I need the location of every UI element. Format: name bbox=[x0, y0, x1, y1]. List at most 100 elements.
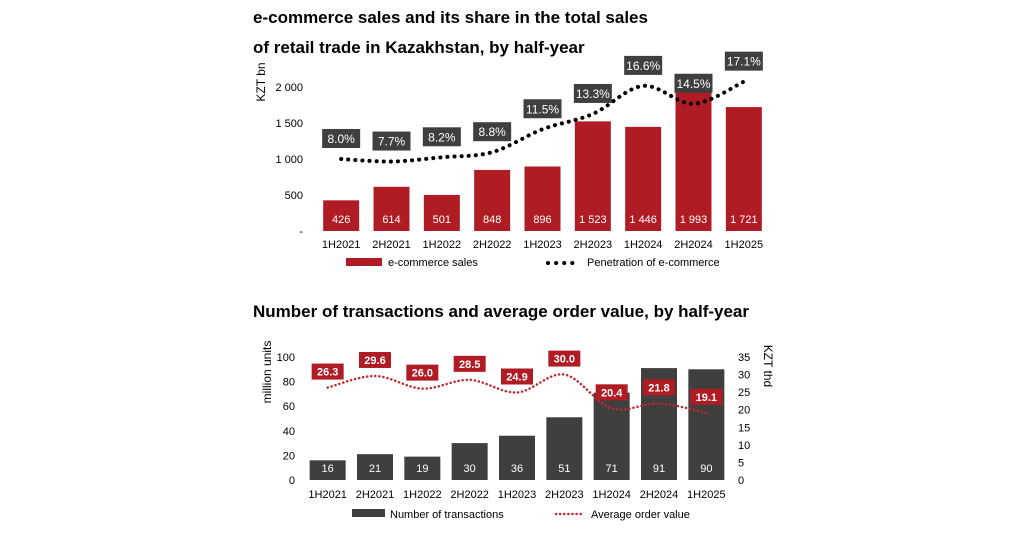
sales-bar bbox=[323, 200, 360, 231]
transactions-bar-label: 91 bbox=[653, 463, 665, 475]
penetration-label: 14.5% bbox=[676, 77, 710, 91]
transactions-bar-label: 16 bbox=[322, 463, 334, 475]
aov-label-box bbox=[501, 368, 533, 385]
aov-label: 30.0 bbox=[554, 354, 575, 366]
aov-label-box bbox=[595, 384, 628, 401]
chart1-y-tick-label: - bbox=[299, 226, 303, 238]
legend-penetration-label: Penetration of e-commerce bbox=[587, 257, 720, 269]
penetration-label: 8.8% bbox=[478, 125, 506, 139]
aov-label: 20.4 bbox=[601, 387, 623, 399]
aov-label: 26.0 bbox=[412, 368, 433, 380]
chart2-y-right-tick-label: 5 bbox=[738, 457, 744, 469]
chart2-x-tick-label: 1H2023 bbox=[498, 489, 537, 501]
chart2-y-left-tick-label: 100 bbox=[277, 352, 295, 364]
penetration-label-box bbox=[473, 122, 512, 142]
chart2-y-right-tick-label: 20 bbox=[738, 405, 750, 417]
sales-bar bbox=[524, 166, 561, 231]
chart2-y-right-tick-label: 35 bbox=[738, 352, 750, 364]
aov-line bbox=[326, 373, 708, 415]
chart1-y-tick-label: 1 000 bbox=[275, 154, 303, 166]
penetration-label: 8.2% bbox=[428, 130, 456, 144]
chart1-y-tick-label: 2 000 bbox=[275, 82, 303, 94]
chart2-x-tick-label: 2H2022 bbox=[450, 489, 489, 501]
chart1-x-tick-label: 1H2025 bbox=[725, 239, 764, 251]
chart2-y-left-title: million units bbox=[260, 341, 274, 404]
chart2-y-left-tick-label: 20 bbox=[283, 450, 295, 462]
transactions-bar-label: 30 bbox=[464, 463, 476, 475]
aov-label: 24.9 bbox=[506, 371, 527, 383]
sales-bar bbox=[474, 169, 511, 231]
chart1-x-tick-label: 1H2022 bbox=[423, 239, 462, 251]
chart2-y-right-tick-label: 15 bbox=[738, 422, 750, 434]
chart1-y-tick-label: 500 bbox=[285, 190, 303, 202]
sales-bar-label: 1 446 bbox=[629, 214, 657, 226]
sales-bar-label: 426 bbox=[332, 214, 350, 226]
penetration-label: 8.0% bbox=[327, 132, 355, 146]
aov-label-box bbox=[453, 355, 486, 372]
sales-bar bbox=[675, 87, 712, 231]
transactions-bar bbox=[451, 443, 488, 480]
penetration-label: 13.3% bbox=[576, 87, 610, 101]
aov-label: 26.3 bbox=[317, 367, 338, 379]
transactions-bar-label: 71 bbox=[606, 463, 618, 475]
chart2-x-tick-label: 1H2021 bbox=[308, 489, 347, 501]
sales-bar-label: 614 bbox=[382, 214, 400, 226]
transactions-bar bbox=[688, 369, 725, 480]
aov-label: 21.8 bbox=[648, 382, 669, 394]
chart1-y-tick-label: 1 500 bbox=[275, 118, 303, 130]
aov-label: 28.5 bbox=[459, 359, 480, 371]
chart2-y-right-tick-label: 0 bbox=[738, 475, 744, 487]
sales-penetration-chart: KZT bn - 500 1 000 1 500 2 000 426 614 501 848 896… bbox=[254, 51, 764, 269]
sales-bar-label: 848 bbox=[483, 214, 501, 226]
chart1-x-tick-label: 2H2021 bbox=[372, 239, 411, 251]
aov-label-box bbox=[406, 364, 439, 381]
legend-aov-label: Average order value bbox=[591, 509, 690, 521]
chart1-x-tick-label: 1H2021 bbox=[322, 239, 361, 251]
chart2-y-right-title: KZT thd bbox=[761, 345, 775, 387]
transactions-bar-label: 90 bbox=[700, 463, 712, 475]
sales-bar-label: 1 721 bbox=[730, 214, 758, 226]
chart2-x-tick-label: 1H2025 bbox=[687, 489, 726, 501]
sales-bar-label: 1 993 bbox=[680, 214, 708, 226]
chart1-x-tick-label: 1H2023 bbox=[523, 239, 562, 251]
penetration-label-box bbox=[573, 83, 612, 103]
chart1-x-tick-label: 2H2024 bbox=[674, 239, 713, 251]
aov-label-box bbox=[311, 363, 344, 380]
chart1-y-axis-title: KZT bn bbox=[254, 62, 268, 101]
legend-sales-swatch bbox=[346, 258, 382, 266]
chart2-y-left-tick-label: 80 bbox=[283, 377, 295, 389]
transactions-bar-label: 51 bbox=[558, 463, 570, 475]
aov-label-box bbox=[548, 350, 581, 367]
legend-sales-label: e-commerce sales bbox=[388, 257, 478, 269]
chart2-y-left-tick-label: 40 bbox=[283, 426, 295, 438]
penetration-line bbox=[339, 79, 746, 164]
chart2-y-right-tick-label: 10 bbox=[738, 440, 750, 452]
penetration-label-box bbox=[523, 99, 562, 119]
transactions-bar bbox=[546, 417, 583, 480]
penetration-label-box bbox=[674, 73, 713, 93]
transactions-bar bbox=[404, 456, 441, 480]
penetration-label: 17.1% bbox=[727, 55, 761, 69]
penetration-label-box bbox=[624, 55, 663, 75]
transactions-bar-label: 19 bbox=[416, 463, 428, 475]
aov-label-box bbox=[690, 388, 723, 405]
chart2-title: Number of transactions and average order… bbox=[253, 302, 749, 321]
sales-bar bbox=[725, 107, 762, 231]
chart2-x-tick-label: 2H2023 bbox=[545, 489, 584, 501]
sales-bar bbox=[625, 126, 662, 231]
chart1-title-line2: of retail trade in Kazakhstan, by half-y… bbox=[253, 38, 585, 57]
penetration-label-box bbox=[322, 129, 361, 148]
chart2-x-tick-label: 2H2021 bbox=[356, 489, 395, 501]
aov-label-box bbox=[359, 351, 391, 368]
penetration-label-box bbox=[372, 131, 411, 151]
sales-bar-label: 501 bbox=[433, 214, 451, 226]
chart2-x-tick-label: 1H2022 bbox=[403, 489, 442, 501]
sales-bar-label: 896 bbox=[533, 214, 551, 226]
transactions-bar bbox=[593, 392, 630, 480]
aov-label: 19.1 bbox=[696, 392, 717, 404]
chart2-y-left-tick-label: 0 bbox=[289, 475, 295, 487]
penetration-label-box bbox=[724, 51, 763, 71]
chart2-y-left-tick-label: 60 bbox=[283, 401, 295, 413]
sales-bar bbox=[423, 194, 460, 231]
